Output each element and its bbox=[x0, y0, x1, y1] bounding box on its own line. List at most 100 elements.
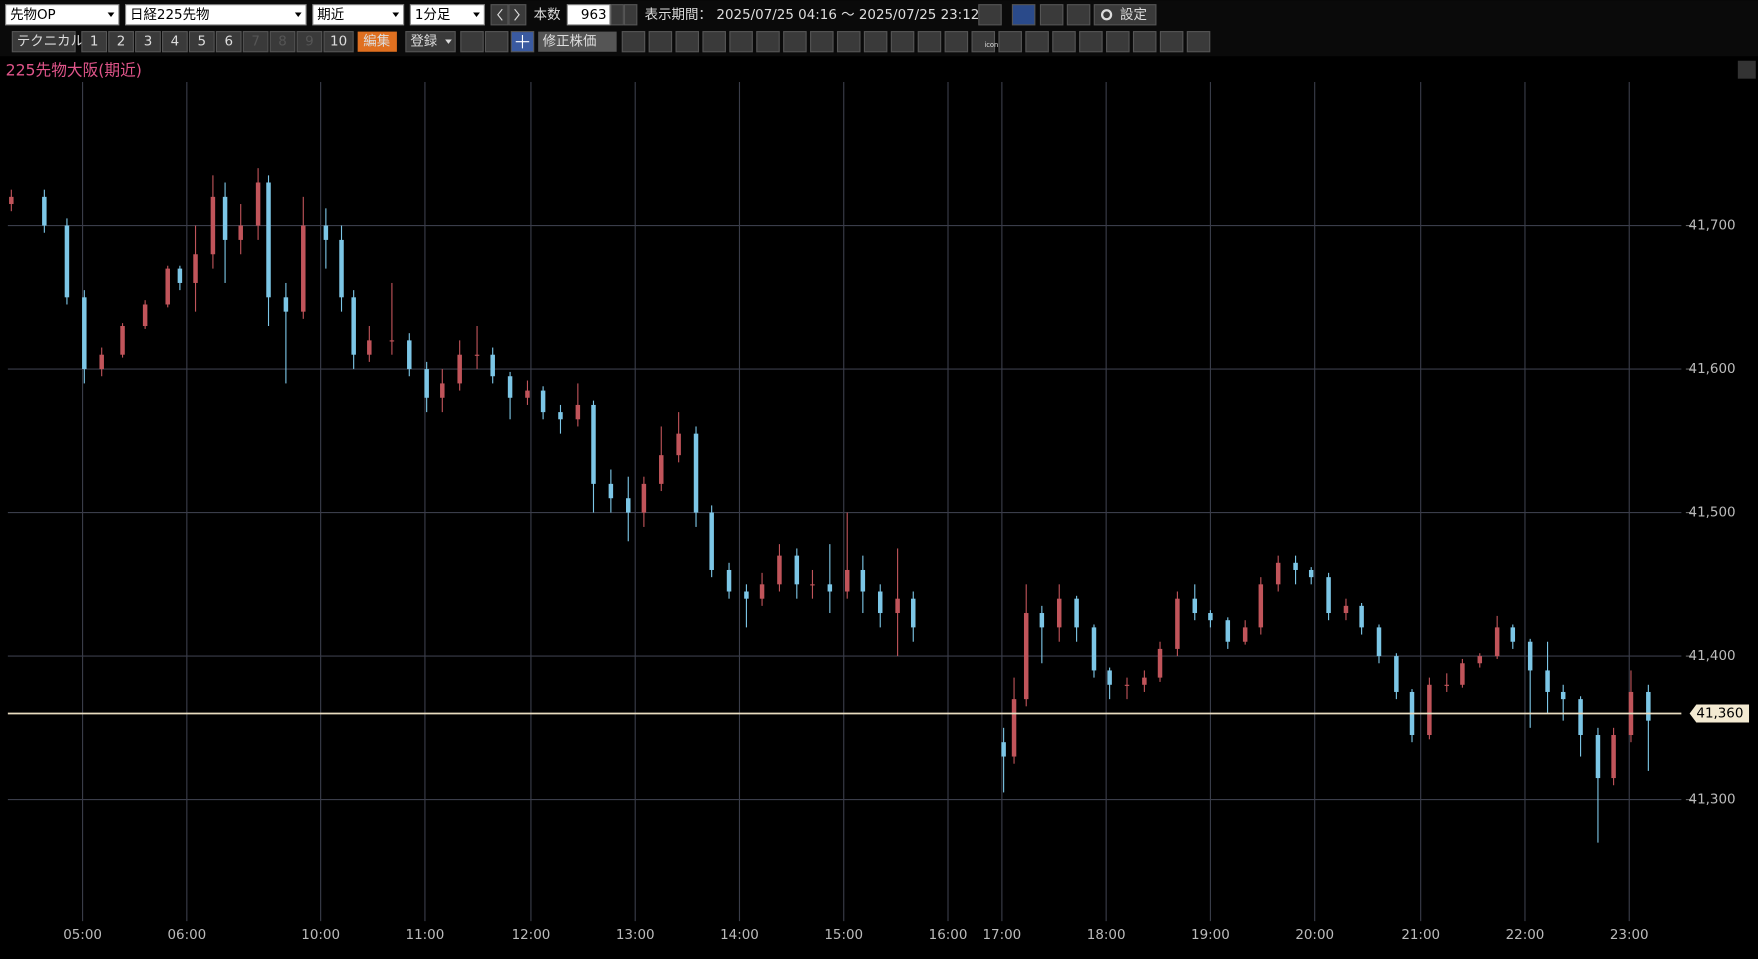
candle-body bbox=[860, 569, 866, 592]
reset-button[interactable] bbox=[978, 4, 1002, 26]
chart-mode-button[interactable] bbox=[1011, 4, 1036, 26]
candle-body bbox=[810, 584, 815, 586]
candle-body bbox=[82, 297, 87, 370]
slot-button[interactable] bbox=[162, 31, 188, 53]
slot-button[interactable] bbox=[108, 31, 134, 53]
print-button[interactable] bbox=[1039, 4, 1064, 26]
drawing-tool[interactable] bbox=[621, 31, 646, 53]
drawing-tool[interactable] bbox=[783, 31, 807, 53]
next-button[interactable] bbox=[508, 4, 527, 26]
drawing-tool[interactable] bbox=[1132, 31, 1157, 53]
candle-body bbox=[1124, 684, 1130, 686]
contract-select[interactable]: 期近 bbox=[312, 4, 405, 26]
x-tick-label: 13:00 bbox=[616, 928, 655, 943]
count-dropdown[interactable] bbox=[610, 4, 624, 26]
x-tick-label: 22:00 bbox=[1506, 928, 1545, 943]
technical-button[interactable]: テクニカル bbox=[11, 31, 84, 53]
candle-body bbox=[1611, 735, 1616, 779]
adjusted-select[interactable]: 修正株価 bbox=[538, 31, 617, 52]
candle-body bbox=[1175, 598, 1180, 649]
drawing-tool[interactable] bbox=[971, 31, 996, 53]
slot-button[interactable] bbox=[296, 31, 323, 53]
candle-body bbox=[339, 239, 344, 298]
settings-button[interactable]: 設定 bbox=[1093, 4, 1157, 26]
export-button[interactable] bbox=[1066, 4, 1091, 26]
candle-body bbox=[1394, 656, 1399, 692]
candle-body bbox=[42, 196, 47, 226]
slot-button[interactable] bbox=[323, 31, 354, 53]
drawing-tool[interactable] bbox=[1079, 31, 1103, 53]
drawing-tool[interactable] bbox=[863, 31, 888, 53]
drawing-tool[interactable] bbox=[1025, 31, 1049, 53]
candle-body bbox=[626, 498, 631, 513]
slot-button[interactable] bbox=[242, 31, 269, 53]
market-select[interactable]: 先物OP bbox=[5, 4, 120, 26]
collapse-button[interactable] bbox=[1737, 60, 1756, 79]
candle-body bbox=[474, 354, 480, 356]
candle-body bbox=[1225, 620, 1231, 642]
x-tick-label: 21:00 bbox=[1401, 928, 1440, 943]
candle-body bbox=[1595, 735, 1601, 779]
x-tick-label: 14:00 bbox=[720, 928, 759, 943]
candle-body bbox=[1275, 562, 1281, 585]
plot: 41,300 41,400 41,500 41,600 41,700 05:00 06:00… bbox=[7, 82, 1750, 943]
zoom-out[interactable] bbox=[484, 31, 509, 53]
settings-text: 設定 bbox=[1120, 7, 1147, 23]
drawing-tool[interactable] bbox=[917, 31, 942, 53]
candle-body bbox=[1142, 677, 1147, 685]
slot-text: 10 bbox=[330, 35, 347, 50]
edit-button[interactable]: 編集 bbox=[357, 31, 397, 52]
x-tick-label: 06:00 bbox=[167, 928, 206, 943]
x-tick-label: 05:00 bbox=[63, 928, 102, 943]
candle-body bbox=[877, 591, 883, 614]
count-up[interactable] bbox=[623, 4, 638, 26]
slot-button[interactable] bbox=[269, 31, 296, 53]
drawing-tool[interactable] bbox=[998, 31, 1022, 53]
drawing-tool[interactable] bbox=[1186, 31, 1211, 53]
candle-body bbox=[1444, 684, 1450, 686]
symbol-select[interactable]: 日経225先物 bbox=[125, 4, 307, 26]
drawing-tool[interactable] bbox=[729, 31, 753, 53]
candle-body bbox=[351, 297, 356, 355]
market-text: 先物OP bbox=[10, 7, 56, 23]
drawing-tool[interactable] bbox=[675, 31, 700, 53]
drawing-tool[interactable] bbox=[944, 31, 969, 53]
candle-body bbox=[283, 297, 289, 312]
drawing-tool[interactable] bbox=[890, 31, 915, 53]
drawing-tool[interactable] bbox=[1052, 31, 1076, 53]
candle-body bbox=[693, 433, 699, 513]
interval-select[interactable]: 1分足 bbox=[409, 4, 485, 26]
candle-body bbox=[1107, 670, 1112, 685]
candle-body bbox=[1074, 598, 1079, 628]
period-label: 表示期間： bbox=[645, 7, 712, 23]
prev-button[interactable] bbox=[490, 4, 509, 26]
interval-text: 1分足 bbox=[415, 7, 450, 23]
period-text: 2025/07/25 04:16 ～ 2025/07/25 23:12 bbox=[716, 8, 979, 23]
drawing-tool[interactable] bbox=[648, 31, 673, 53]
count-input[interactable] bbox=[566, 4, 611, 26]
y-tick-label: 41,600 bbox=[1689, 362, 1736, 377]
drawing-tool[interactable] bbox=[836, 31, 861, 53]
drawing-tool[interactable] bbox=[1159, 31, 1184, 53]
register-button[interactable]: 登録 bbox=[405, 31, 456, 53]
drawing-tool[interactable] bbox=[756, 31, 780, 53]
candle-body bbox=[142, 304, 148, 327]
slot-button[interactable] bbox=[81, 31, 108, 53]
slot-button[interactable] bbox=[215, 31, 242, 53]
candle-body bbox=[193, 254, 198, 283]
slot-button[interactable] bbox=[188, 31, 215, 53]
drawing-tool[interactable] bbox=[702, 31, 726, 53]
candle-body bbox=[575, 404, 581, 420]
slot-button[interactable] bbox=[135, 31, 161, 53]
candle-body bbox=[1293, 562, 1298, 570]
drawing-tool[interactable] bbox=[1106, 31, 1130, 53]
candle-body bbox=[1242, 627, 1248, 642]
candle-body bbox=[827, 584, 833, 592]
icon-text: icon bbox=[984, 41, 998, 49]
drawing-tool[interactable] bbox=[810, 31, 834, 53]
zoom-in[interactable] bbox=[460, 31, 484, 53]
candle-body bbox=[440, 383, 445, 398]
candle-body bbox=[1560, 691, 1566, 700]
